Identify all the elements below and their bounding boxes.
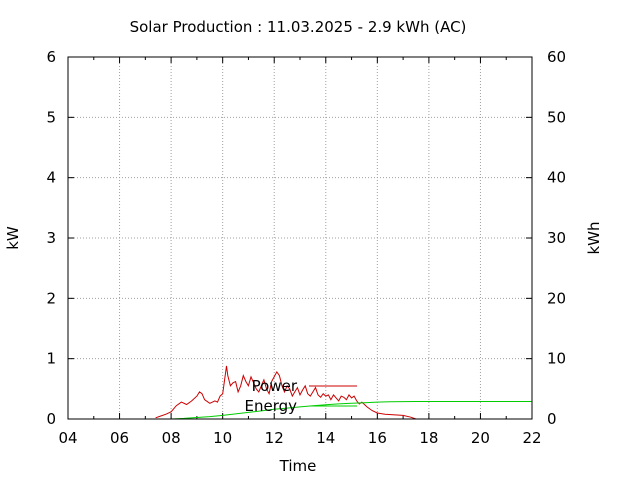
x-axis-label: Time [279, 457, 317, 475]
y-tick-label: 2 [46, 289, 56, 307]
y-axis-label: kW [4, 226, 22, 250]
y-tick-label: 3 [46, 229, 56, 247]
x-tick-label: 12 [265, 429, 284, 447]
x-tick-label: 14 [316, 429, 335, 447]
power-legend-label: Power [252, 377, 298, 395]
x-tick-label: 06 [110, 429, 129, 447]
y2-tick-label: 50 [547, 108, 566, 126]
y2-axis-label: kWh [585, 221, 603, 254]
x-tick-label: 04 [58, 429, 77, 447]
y2-tick-label: 40 [547, 169, 566, 187]
y-tick-label: 1 [46, 350, 56, 368]
y-tick-label: 4 [46, 169, 56, 187]
y-tick-label: 5 [46, 108, 56, 126]
y-tick-label: 6 [46, 48, 56, 66]
y2-tick-label: 20 [547, 289, 566, 307]
power-series-line [155, 365, 417, 420]
y2-tick-label: 10 [547, 350, 566, 368]
plot-frame [67, 56, 533, 420]
energy-series-line [171, 401, 532, 420]
y-tick-label: 0 [46, 410, 56, 428]
y2-tick-label: 30 [547, 229, 566, 247]
tick-marks [67, 56, 533, 420]
legend: Power Energy [244, 377, 357, 415]
series-group [155, 365, 532, 420]
x-tick-label: 20 [471, 429, 490, 447]
chart-title: Solar Production : 11.03.2025 - 2.9 kWh … [130, 18, 467, 36]
energy-legend-label: Energy [244, 397, 297, 415]
x-tick-label: 16 [368, 429, 387, 447]
x-tick-label: 08 [162, 429, 181, 447]
grid-lines [68, 57, 532, 419]
x-tick-label: 10 [213, 429, 232, 447]
y2-tick-label: 60 [547, 48, 566, 66]
x-tick-label: 22 [522, 429, 541, 447]
x-tick-label: 18 [419, 429, 438, 447]
y2-tick-label: 0 [547, 410, 557, 428]
